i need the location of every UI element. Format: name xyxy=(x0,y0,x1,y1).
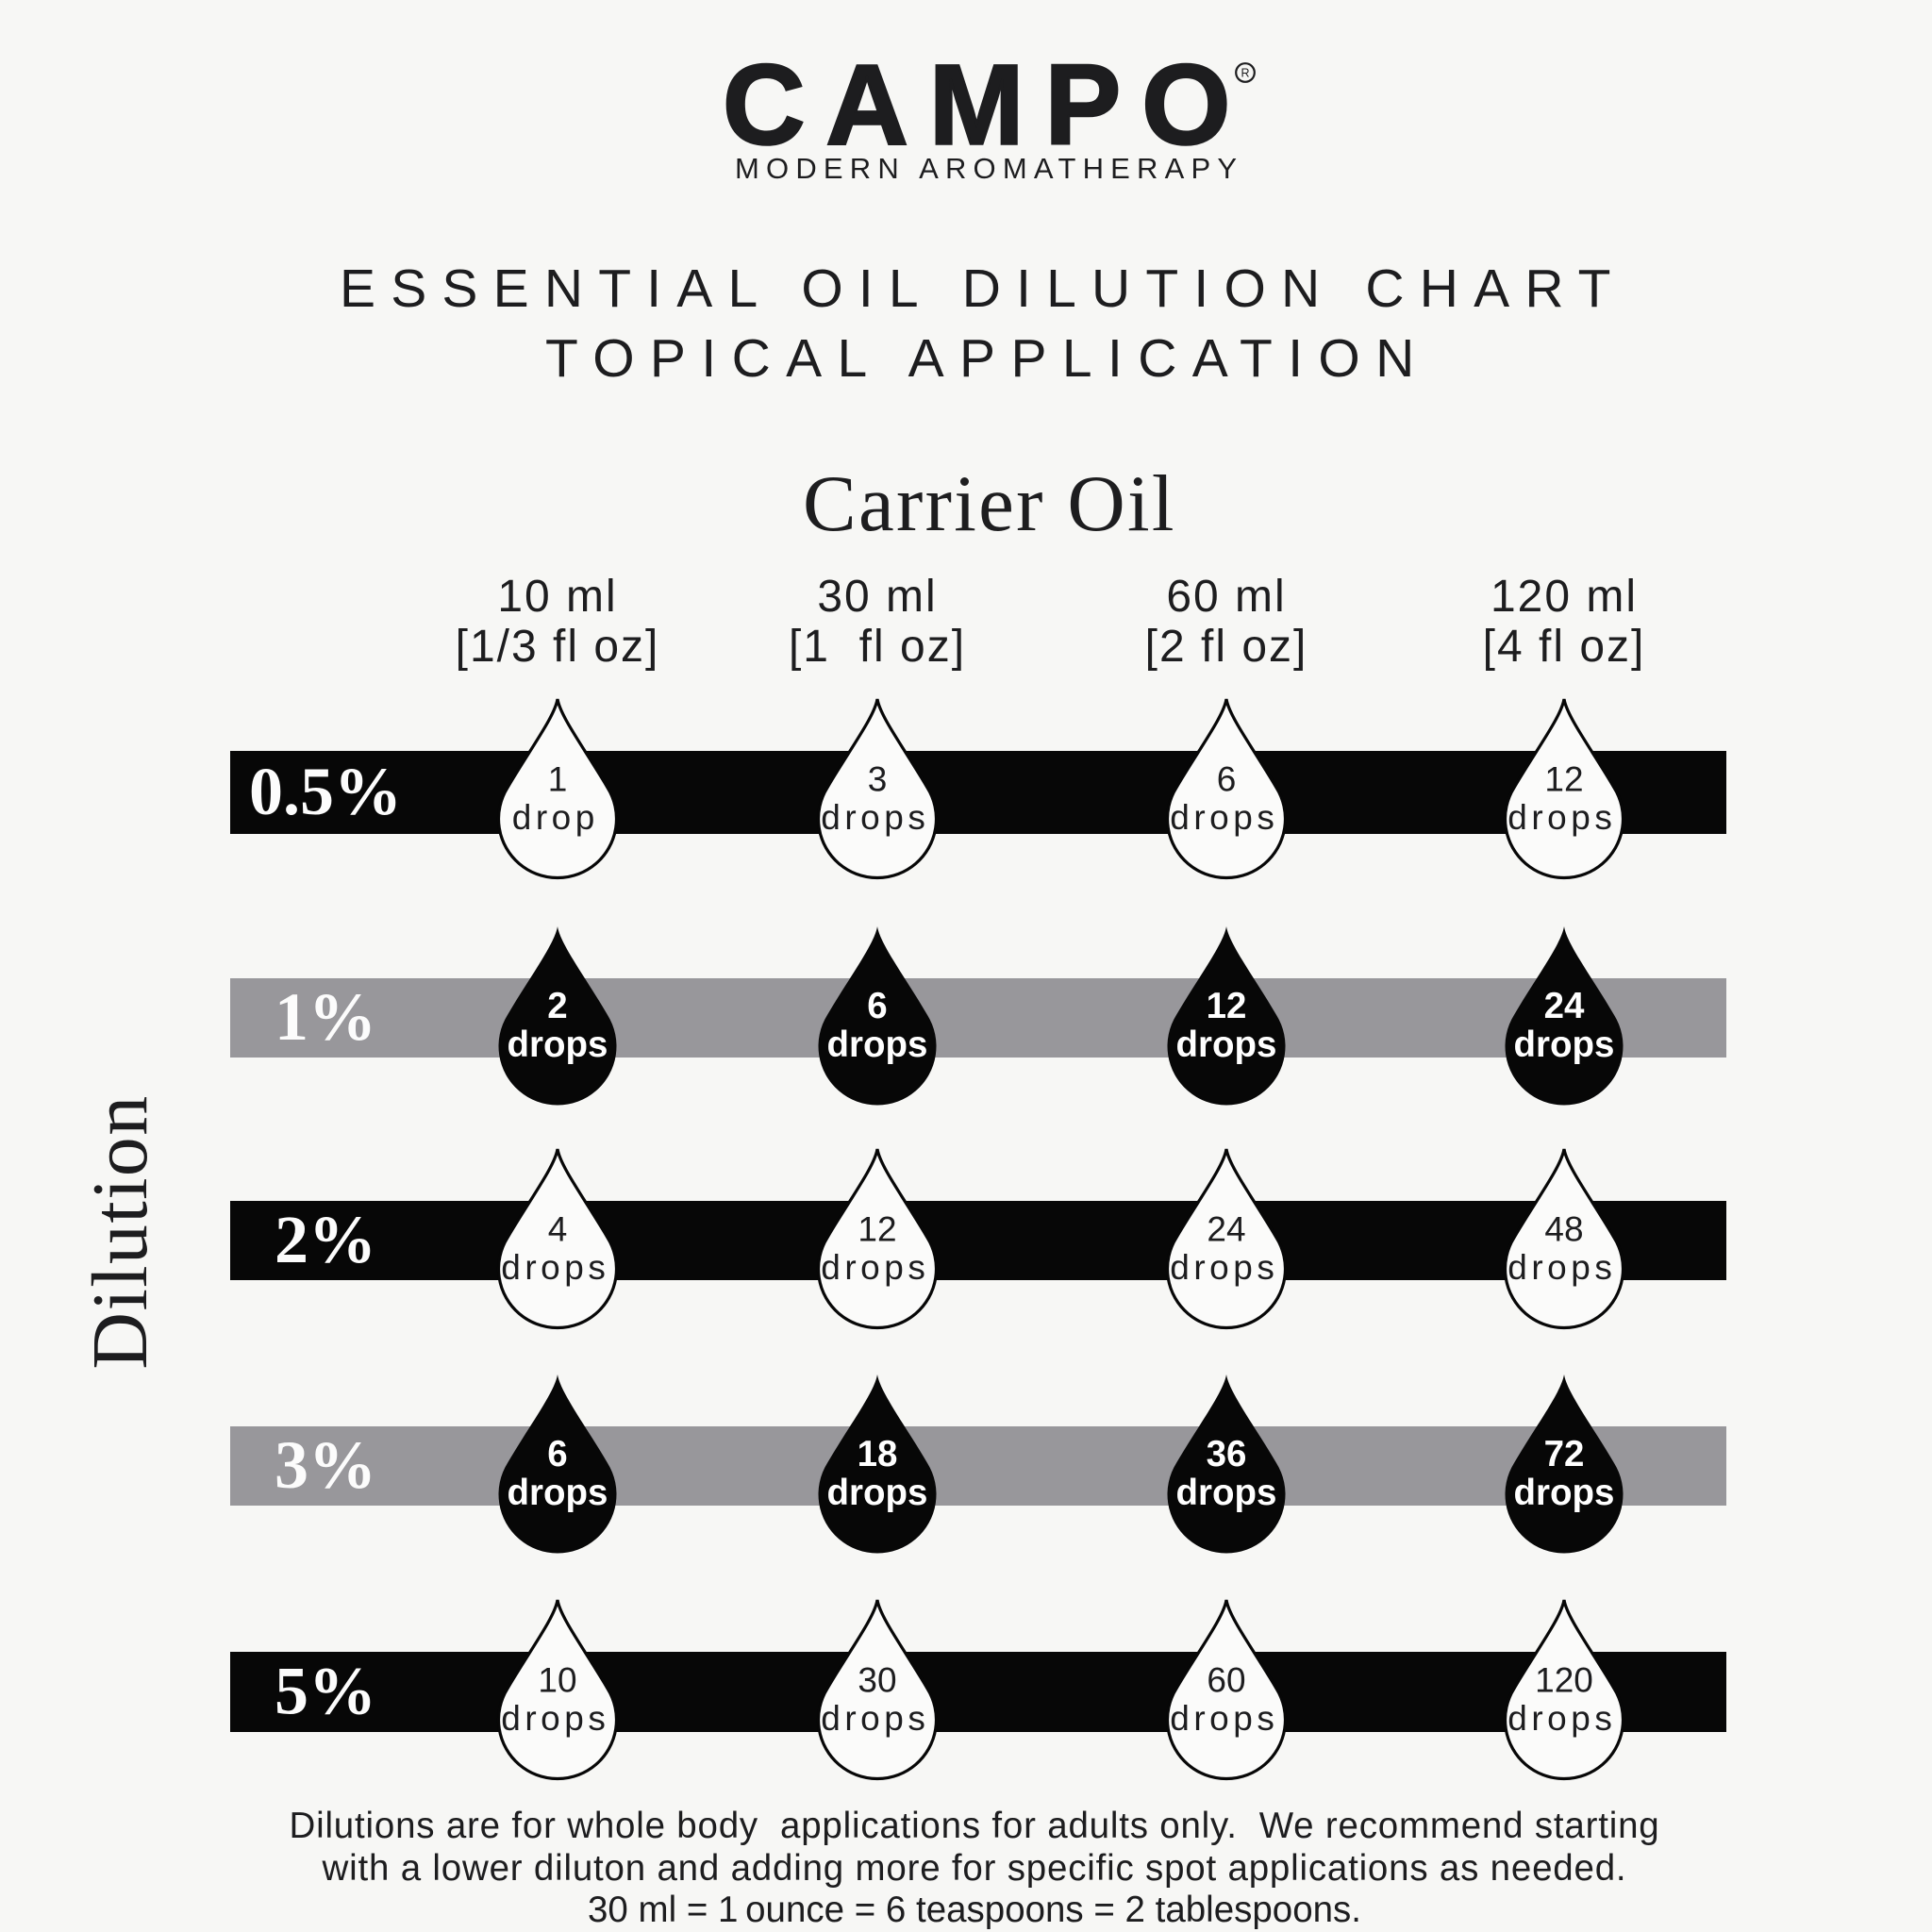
svg-text:Carrier Oil: Carrier Oil xyxy=(803,459,1176,548)
svg-text:drops: drops xyxy=(508,1473,608,1513)
svg-text:drops: drops xyxy=(1507,798,1616,837)
svg-text:drops: drops xyxy=(1514,1024,1615,1065)
svg-text:3: 3 xyxy=(868,760,888,799)
svg-text:60 ml: 60 ml xyxy=(1166,572,1286,622)
svg-text:30 ml = 1 ounce = 6 teaspoons: 30 ml = 1 ounce = 6 teaspoons = 2 tables… xyxy=(588,1890,1361,1930)
svg-text:2%: 2% xyxy=(275,1202,376,1277)
svg-text:120: 120 xyxy=(1535,1661,1593,1700)
svg-text:with a lower diluton and addin: with a lower diluton and adding more for… xyxy=(322,1848,1627,1889)
svg-text:[4 fl oz]: [4 fl oz] xyxy=(1483,622,1646,672)
svg-text:30 ml: 30 ml xyxy=(817,572,937,622)
svg-text:drops: drops xyxy=(821,798,929,837)
svg-text:24: 24 xyxy=(1207,1210,1245,1249)
svg-text:18: 18 xyxy=(858,1434,898,1474)
svg-text:Dilution: Dilution xyxy=(76,1094,164,1369)
svg-text:[1/3 fl oz]: [1/3 fl oz] xyxy=(456,622,660,672)
svg-text:drops: drops xyxy=(501,1699,609,1738)
svg-text:ESSENTIAL OIL DILUTION CHART: ESSENTIAL OIL DILUTION CHART xyxy=(340,258,1626,319)
svg-text:2: 2 xyxy=(547,986,567,1026)
svg-text:drops: drops xyxy=(1514,1473,1615,1513)
svg-text:120 ml: 120 ml xyxy=(1491,572,1638,622)
svg-text:drops: drops xyxy=(1507,1699,1616,1738)
svg-text:48: 48 xyxy=(1544,1210,1583,1249)
svg-text:10: 10 xyxy=(538,1661,576,1700)
svg-text:30: 30 xyxy=(858,1661,896,1700)
svg-text:drops: drops xyxy=(1176,1473,1277,1513)
svg-text:drops: drops xyxy=(1170,1248,1278,1287)
svg-text:72: 72 xyxy=(1544,1434,1585,1474)
svg-text:R: R xyxy=(1241,66,1249,79)
svg-text:4: 4 xyxy=(548,1210,568,1249)
svg-text:drops: drops xyxy=(1170,1699,1278,1738)
svg-text:3%: 3% xyxy=(275,1427,376,1503)
svg-text:drops: drops xyxy=(827,1473,928,1513)
svg-text:Dilutions are for whole body: Dilutions are for whole body application… xyxy=(290,1806,1660,1846)
svg-text:drops: drops xyxy=(1176,1024,1277,1065)
svg-text:60: 60 xyxy=(1207,1661,1245,1700)
svg-text:5%: 5% xyxy=(275,1654,376,1729)
svg-text:6: 6 xyxy=(867,986,887,1026)
svg-text:[2 fl oz]: [2 fl oz] xyxy=(1145,622,1308,672)
svg-text:24: 24 xyxy=(1544,986,1585,1026)
svg-text:drops: drops xyxy=(821,1248,929,1287)
svg-text:12: 12 xyxy=(1207,986,1247,1026)
svg-text:1: 1 xyxy=(548,760,568,799)
svg-text:drops: drops xyxy=(508,1024,608,1065)
svg-text:6: 6 xyxy=(547,1434,567,1474)
svg-text:6: 6 xyxy=(1217,760,1237,799)
svg-text:0.5%: 0.5% xyxy=(249,754,402,829)
svg-text:12: 12 xyxy=(1544,760,1583,799)
svg-text:1%: 1% xyxy=(275,979,376,1055)
svg-text:12: 12 xyxy=(858,1210,896,1249)
svg-text:drops: drops xyxy=(821,1699,929,1738)
svg-text:CAMPO: CAMPO xyxy=(723,41,1251,169)
svg-text:drops: drops xyxy=(501,1248,609,1287)
svg-text:MODERN AROMATHERAPY: MODERN AROMATHERAPY xyxy=(735,152,1243,185)
svg-text:10 ml: 10 ml xyxy=(497,572,617,622)
svg-text:TOPICAL APPLICATION: TOPICAL APPLICATION xyxy=(545,328,1430,389)
svg-text:drop: drop xyxy=(512,798,599,837)
svg-text:[1 fl oz]: [1 fl oz] xyxy=(789,622,966,672)
svg-text:drops: drops xyxy=(827,1024,928,1065)
svg-text:36: 36 xyxy=(1207,1434,1247,1474)
svg-text:drops: drops xyxy=(1170,798,1278,837)
svg-text:drops: drops xyxy=(1507,1248,1616,1287)
